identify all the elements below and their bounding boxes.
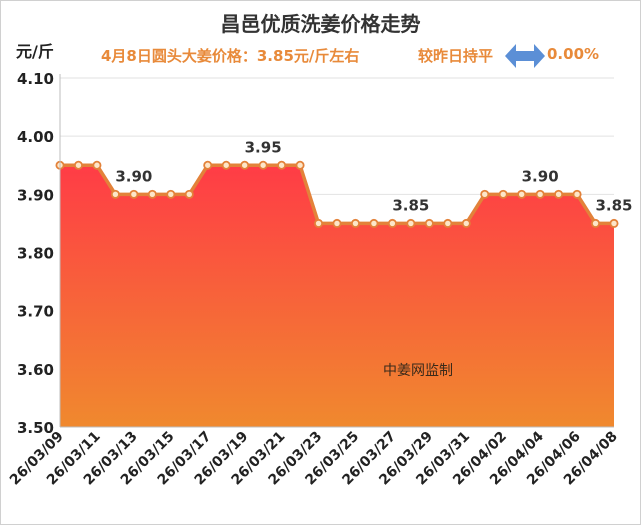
- price-subtitle: 4月8日圆头大姜价格：3.85元/斤左右: [101, 47, 360, 65]
- chart-title: 昌邑优质洗姜价格走势: [220, 12, 421, 36]
- data-point: [498, 189, 508, 199]
- data-point: [572, 189, 582, 199]
- data-point: [332, 218, 342, 228]
- chart-annotation: 中姜网监制: [383, 363, 453, 379]
- data-point: [480, 189, 490, 199]
- compare-value: 0.00%: [547, 45, 600, 63]
- data-point: [591, 218, 601, 228]
- left-right-arrow-icon: [505, 44, 545, 68]
- data-label: 3.90: [115, 167, 152, 185]
- data-point: [406, 218, 416, 228]
- data-point: [554, 189, 564, 199]
- y-tick-label: 4.10: [17, 70, 54, 88]
- data-point: [184, 189, 194, 199]
- y-tick-label: 3.50: [17, 419, 54, 437]
- y-tick-label: 3.90: [17, 186, 54, 204]
- data-label: 3.95: [245, 138, 282, 156]
- data-point: [443, 218, 453, 228]
- data-point: [110, 189, 120, 199]
- data-point: [387, 218, 397, 228]
- data-point: [166, 189, 176, 199]
- data-point: [147, 189, 157, 199]
- y-tick-label: 3.80: [17, 245, 54, 263]
- data-point: [609, 218, 619, 228]
- data-point: [258, 160, 268, 170]
- data-point: [424, 218, 434, 228]
- y-tick-label: 3.60: [17, 361, 54, 379]
- data-point: [92, 160, 102, 170]
- y-tick-label: 3.70: [17, 303, 54, 321]
- data-point: [517, 189, 527, 199]
- data-point: [314, 218, 324, 228]
- data-point: [369, 218, 379, 228]
- data-point: [277, 160, 287, 170]
- area-fill: [60, 165, 614, 427]
- data-point: [350, 218, 360, 228]
- data-label: 3.85: [392, 196, 429, 214]
- data-label: 3.85: [595, 196, 632, 214]
- y-axis-unit: 元/斤: [16, 42, 54, 61]
- data-point: [203, 160, 213, 170]
- data-point: [295, 160, 305, 170]
- data-point: [461, 218, 471, 228]
- data-label: 3.90: [522, 167, 559, 185]
- data-point: [535, 189, 545, 199]
- compare-label: 较昨日持平: [418, 47, 494, 65]
- y-tick-label: 4.00: [17, 128, 54, 146]
- data-point: [73, 160, 83, 170]
- data-point: [240, 160, 250, 170]
- data-point: [129, 189, 139, 199]
- data-point: [221, 160, 231, 170]
